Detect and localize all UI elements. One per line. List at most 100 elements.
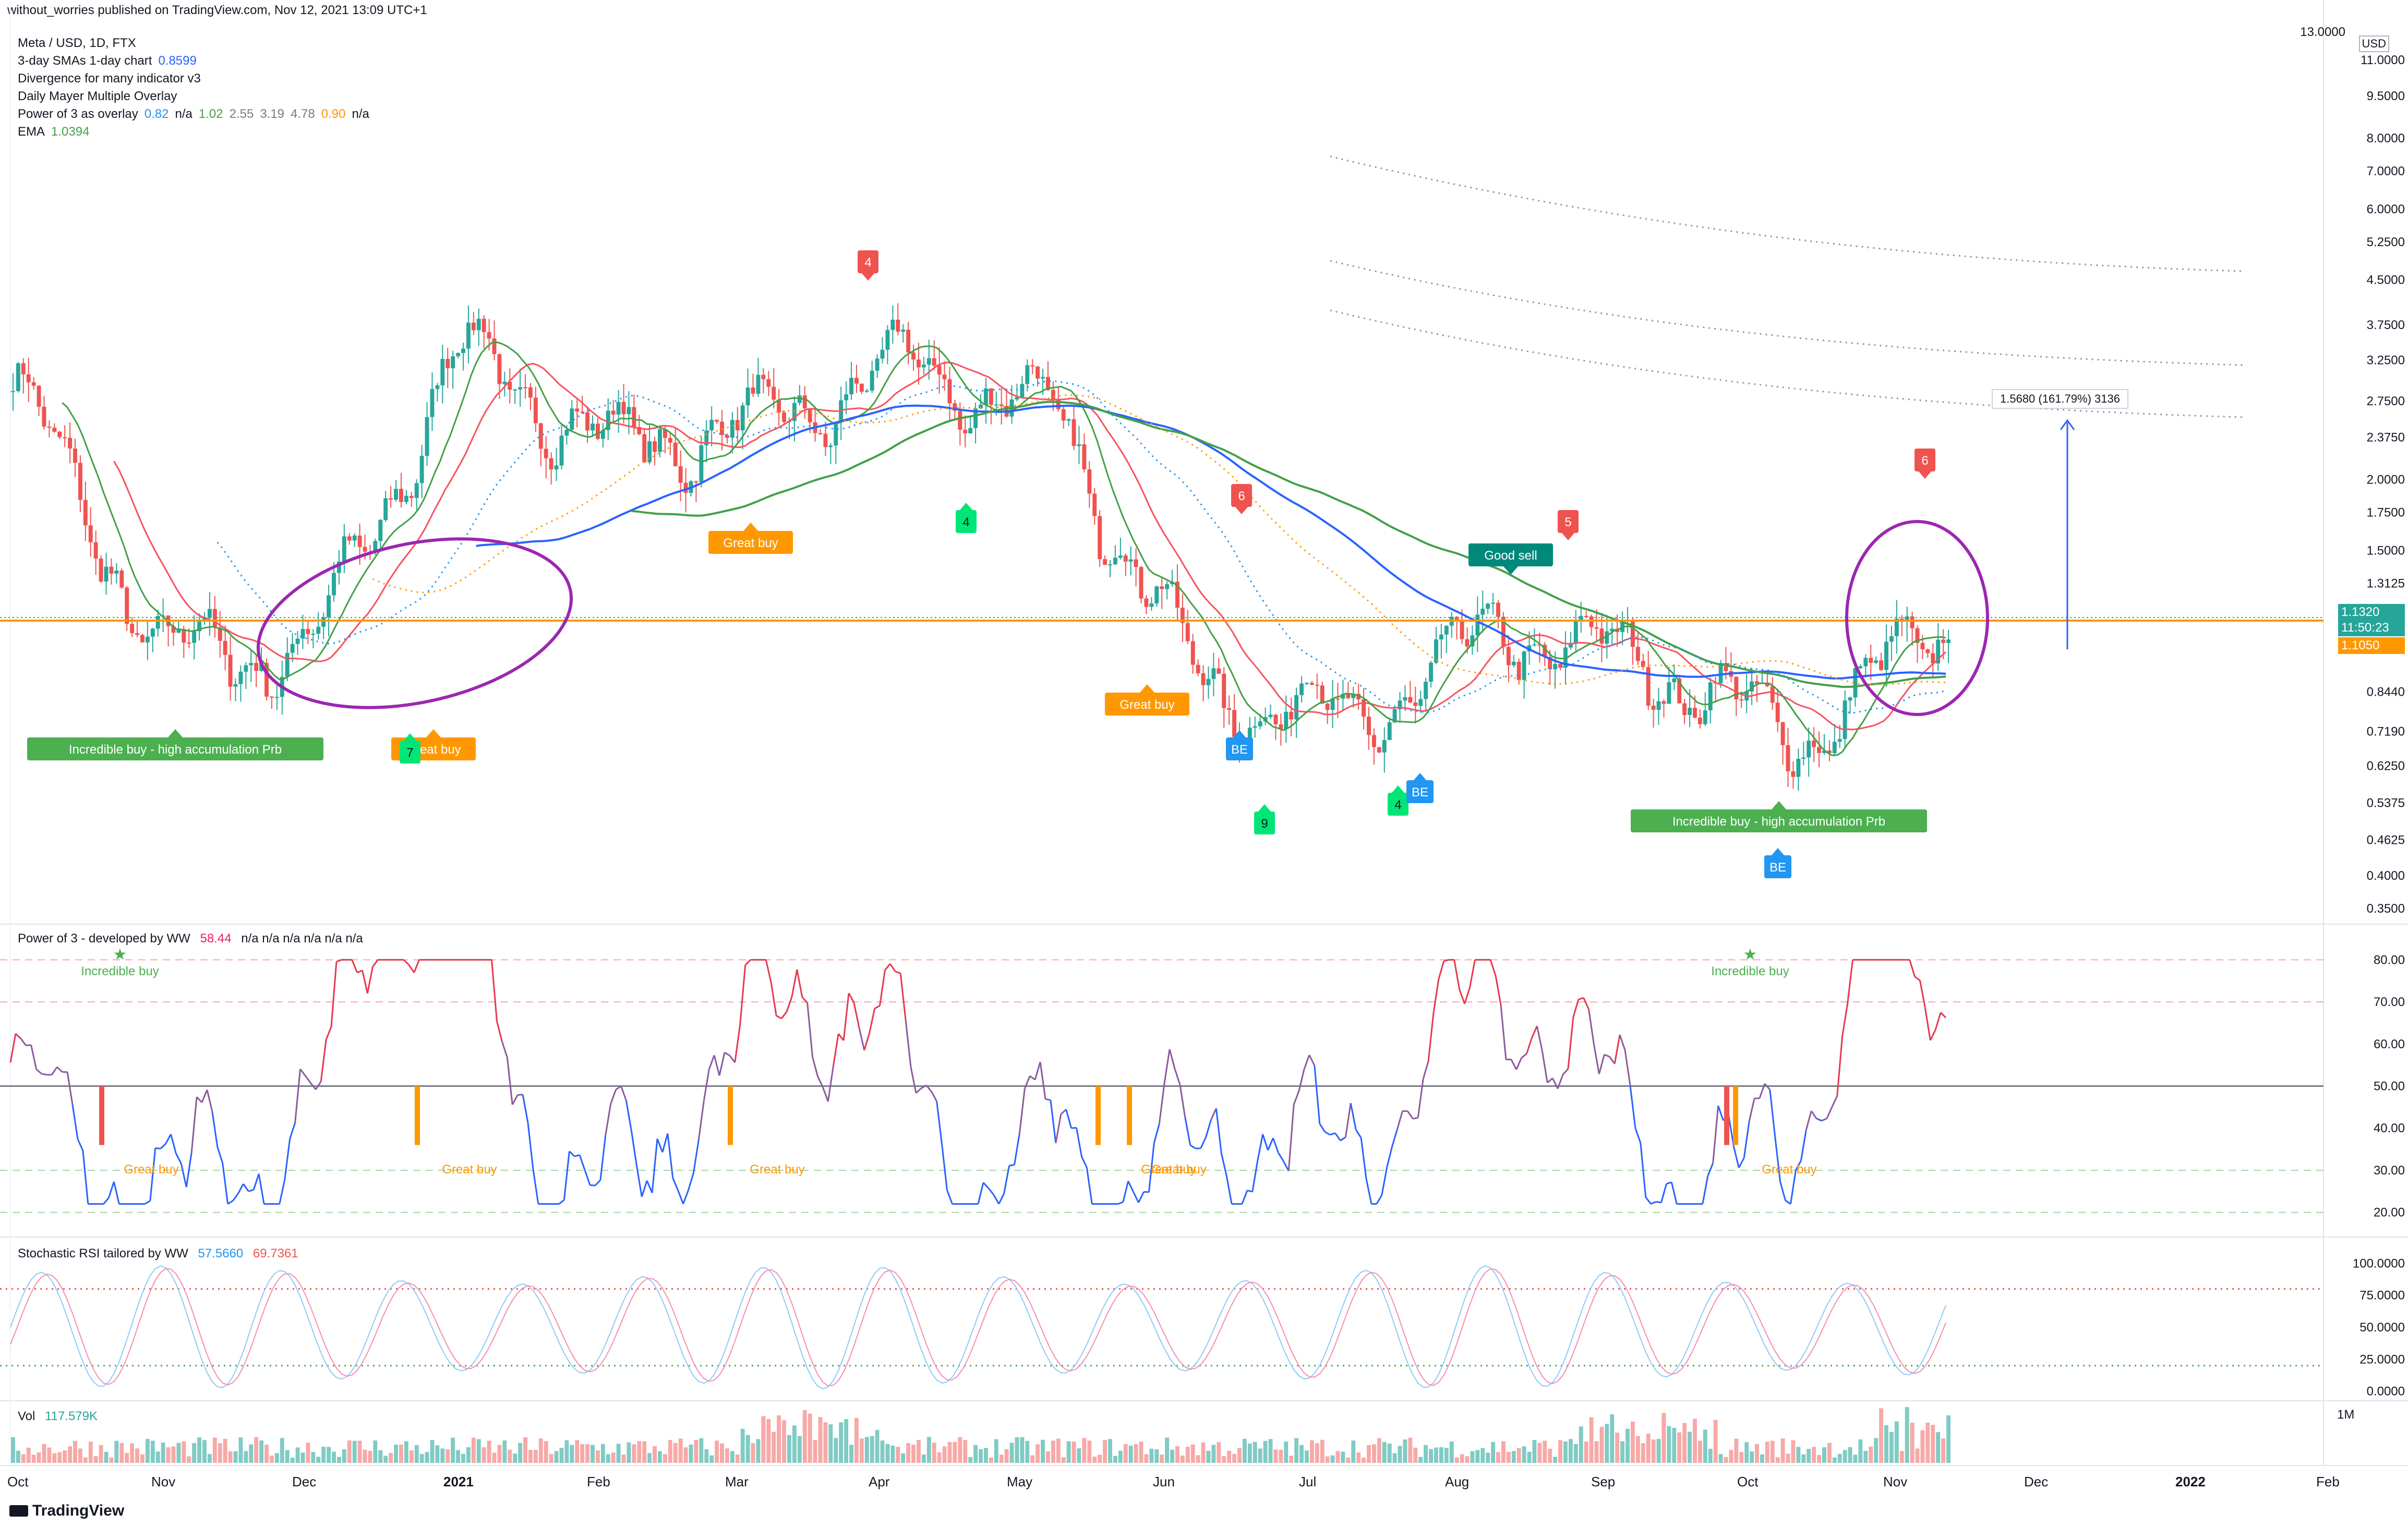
ema-price-tag: 1.1050: [2338, 637, 2405, 654]
power-line-segment: [579, 1155, 586, 1171]
power-line-segment: [946, 1190, 953, 1205]
candle-body: [699, 445, 704, 482]
legend-item[interactable]: 3-day SMAs 1-day chart 0.8599: [18, 52, 203, 70]
volume-bar: [1227, 1450, 1232, 1463]
legend-item-value: 0.8599: [158, 54, 197, 68]
time-axis-label: Apr: [869, 1474, 890, 1489]
candle-body: [1408, 697, 1413, 703]
volume-bar: [1082, 1438, 1087, 1463]
volume-bar: [446, 1449, 450, 1463]
signal-text: Incredible buy - high accumulation Prb: [69, 743, 282, 757]
price-tick-label: 0.5375: [2367, 796, 2405, 810]
volume-bar: [570, 1445, 574, 1463]
power-line-segment: [574, 1154, 580, 1157]
marker-arrow: [1562, 533, 1574, 540]
marker-arrow: [1772, 848, 1784, 855]
candle-body: [979, 404, 983, 409]
currency-label[interactable]: USD: [2358, 35, 2389, 52]
volume-bar: [1936, 1432, 1941, 1463]
power-line-segment: [744, 959, 751, 966]
candle-body: [125, 587, 129, 624]
candle-body: [1118, 555, 1123, 558]
candle-body: [864, 390, 869, 392]
legend-item[interactable]: Power of 3 as overlay 0.82 n/a 1.02 2.55 3.19…: [18, 105, 376, 123]
power-line-segment: [1293, 1091, 1300, 1105]
candle-body: [844, 394, 849, 401]
power-line-segment: [1153, 1124, 1160, 1143]
candle-body: [440, 359, 445, 385]
volume-bar: [1537, 1443, 1542, 1463]
candle-body: [621, 402, 626, 415]
legend-item-name: 3-day SMAs 1-day chart: [18, 54, 152, 68]
power-line-segment: [1738, 1157, 1745, 1168]
power-line-segment: [874, 1004, 881, 1010]
volume-bar: [212, 1437, 217, 1463]
legend-item[interactable]: EMA 1.0394: [18, 123, 95, 141]
power-line-segment: [248, 1189, 254, 1192]
candle-body: [1128, 559, 1133, 562]
candle-body: [332, 573, 336, 596]
volume-bar: [1309, 1440, 1314, 1463]
power-tick-label: 70.00: [2374, 995, 2405, 1009]
countdown-tag: 11:50:23: [2338, 620, 2405, 636]
candle-body: [492, 338, 497, 355]
power-line-segment: [656, 1139, 664, 1153]
volume-bar: [456, 1450, 461, 1463]
volume-bar: [202, 1440, 207, 1463]
candle-body: [704, 430, 709, 445]
candle-body: [471, 322, 476, 331]
candle-body: [756, 374, 761, 394]
count-marker-sell: 6: [1915, 449, 1935, 479]
candle-body: [1703, 710, 1707, 724]
volume-bar: [259, 1440, 264, 1463]
candle-body: [1812, 741, 1816, 747]
candle-body: [1139, 567, 1143, 599]
power-signal-bar: [728, 1086, 733, 1145]
power-line-segment: [1417, 1079, 1424, 1118]
candle-body: [1284, 711, 1289, 730]
volume-bar: [1641, 1443, 1645, 1463]
measure-label: 1.5680 (161.79%) 3136: [1992, 389, 2128, 409]
legend-symbol[interactable]: Meta / USD, 1D, FTX: [18, 36, 136, 50]
power-line-segment: [1034, 1061, 1041, 1080]
power-line-segment: [863, 1033, 871, 1051]
power-line-segment: [563, 1151, 570, 1201]
candle-body: [875, 358, 880, 371]
volume-bar: [1299, 1445, 1304, 1463]
candle-body: [538, 423, 543, 449]
power-pane-title[interactable]: Power of 3 - developed by WW 58.44 n/a n…: [18, 931, 369, 946]
volume-bar: [1305, 1450, 1309, 1463]
power-line-segment: [724, 1051, 730, 1057]
power-line-segment: [1836, 1035, 1844, 1096]
power-line-segment: [1795, 1160, 1802, 1171]
power-line-segment: [1365, 1178, 1372, 1204]
candle-body: [104, 566, 109, 582]
candle-body: [1444, 625, 1449, 635]
power-line-segment: [1909, 959, 1916, 977]
legend-item-value: 1.0394: [51, 125, 90, 139]
candle-body: [549, 458, 553, 470]
power-line-segment: [196, 1096, 203, 1103]
volume-bar: [1222, 1456, 1226, 1463]
stoch-pane-title[interactable]: Stochastic RSI tailored by WW 57.5660 69…: [18, 1246, 305, 1261]
candle-body: [1418, 699, 1423, 706]
candle-body: [917, 359, 921, 368]
vol-pane-title[interactable]: Vol 117.579K: [18, 1409, 104, 1424]
power-line-segment: [1769, 1089, 1776, 1137]
tradingview-brand[interactable]: TradingView: [9, 1502, 124, 1520]
power-line-segment: [765, 960, 772, 983]
candle-body: [347, 536, 352, 541]
power-line-segment: [299, 1068, 306, 1076]
stoch-tick-label: 25.0000: [2359, 1352, 2405, 1366]
legend-item[interactable]: Daily Mayer Multiple Overlay: [18, 88, 183, 105]
legend-item[interactable]: Divergence for many indicator v3: [18, 70, 207, 88]
power-line-segment: [413, 959, 420, 973]
power-line-segment: [1422, 1061, 1429, 1080]
candle-body: [228, 655, 233, 687]
time-axis-label: Feb: [2316, 1474, 2340, 1489]
volume-bar: [1217, 1442, 1221, 1463]
power-line-segment: [1929, 1029, 1936, 1041]
candle-body: [1362, 699, 1366, 717]
candle-body: [1232, 710, 1237, 737]
